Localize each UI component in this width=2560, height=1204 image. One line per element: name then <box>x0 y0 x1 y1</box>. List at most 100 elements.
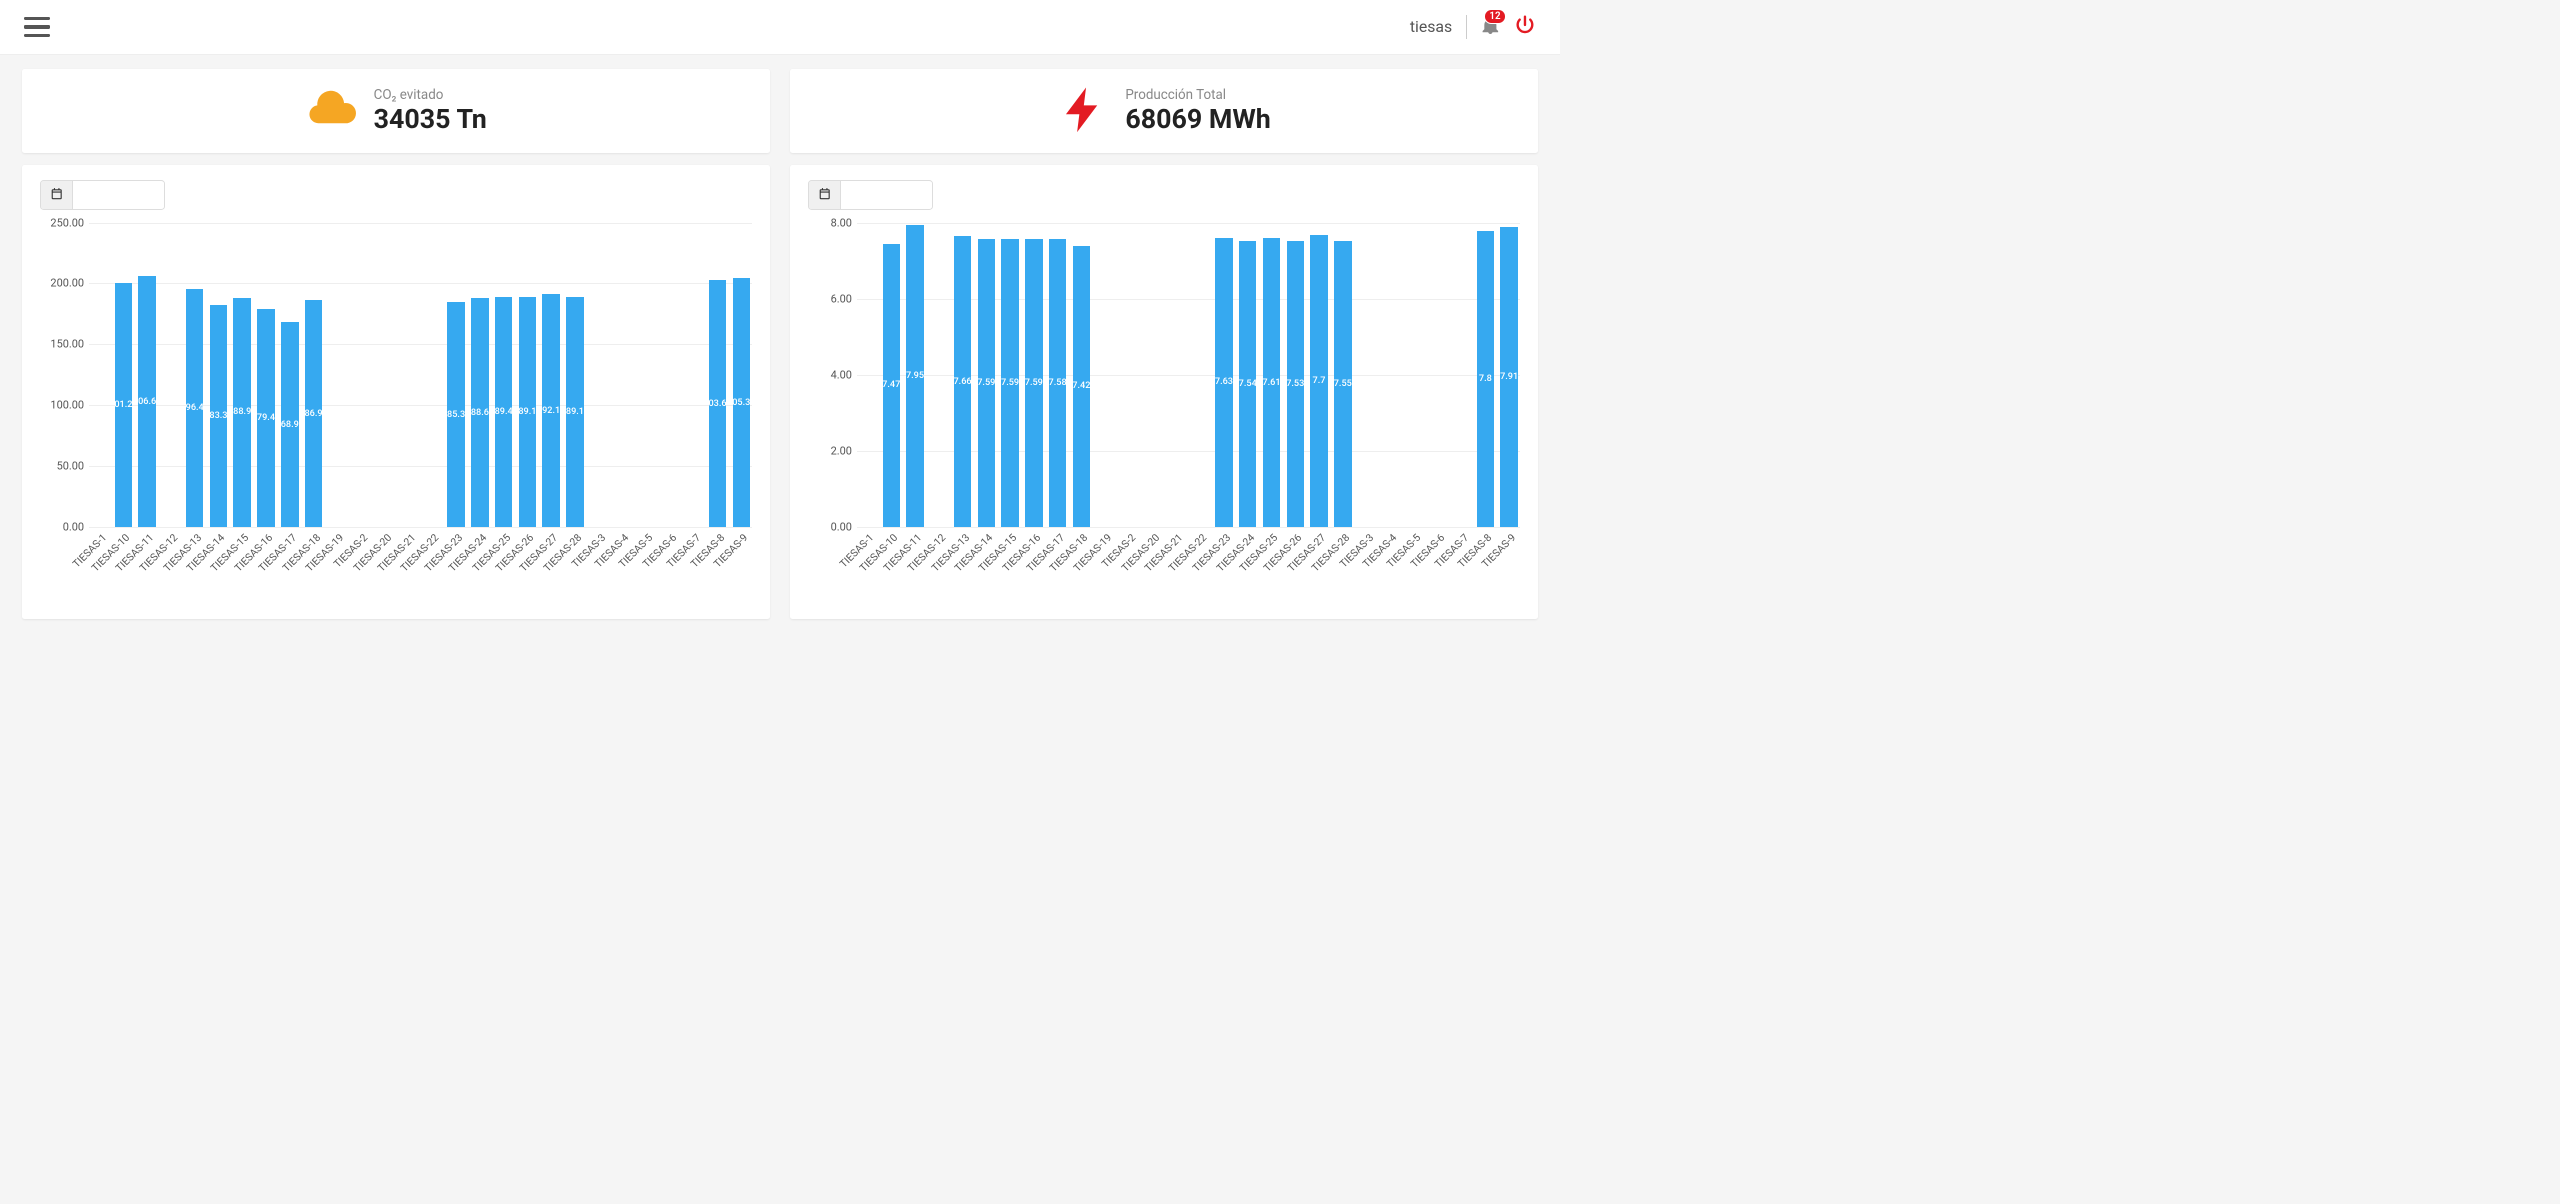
bar-slot <box>636 224 657 528</box>
bar[interactable]: 68.9 <box>281 322 298 527</box>
bar-slot: 7.59 <box>999 224 1020 528</box>
bar-slot: 85.3 <box>445 224 466 528</box>
bar-slot <box>612 224 633 528</box>
date-picker-left[interactable] <box>40 180 165 211</box>
header-actions: tiesas 12 <box>1410 14 1536 39</box>
bar[interactable]: 88.9 <box>233 298 250 527</box>
y-tick: 100.00 <box>50 399 84 412</box>
bar[interactable]: 7.95 <box>906 225 923 527</box>
bar-slot <box>683 224 704 528</box>
bar-value-label: 7.47 <box>882 380 900 390</box>
bar-slot <box>588 224 609 528</box>
bar[interactable]: 92.1 <box>542 294 559 527</box>
kpi-row: CO₂ evitado 34035 Tn Producción Total 68… <box>22 69 1538 152</box>
chart-card-left: 0.0050.00100.00150.00200.00250.0001.206.… <box>22 165 770 619</box>
bar[interactable]: 7.47 <box>883 244 900 528</box>
chart-card-right: 0.002.004.006.008.007.477.957.667.597.59… <box>790 165 1538 619</box>
bar-value-label: 7.42 <box>1072 381 1090 391</box>
header-divider <box>1466 15 1467 38</box>
bar[interactable]: 89.1 <box>566 297 583 527</box>
bar-slot <box>1403 224 1424 528</box>
bar-slot <box>1380 224 1401 528</box>
bar[interactable]: 85.3 <box>447 302 464 527</box>
bar-slot <box>1166 224 1187 528</box>
bar[interactable]: 7.7 <box>1310 235 1327 527</box>
bar[interactable]: 7.58 <box>1049 239 1066 527</box>
user-label[interactable]: tiesas <box>1410 17 1452 36</box>
bar-value-label: 7.95 <box>906 371 924 381</box>
bar[interactable]: 7.55 <box>1334 241 1351 528</box>
logout-button[interactable] <box>1514 14 1536 39</box>
bar[interactable]: 7.8 <box>1477 231 1494 527</box>
y-tick: 2.00 <box>831 445 852 458</box>
bar-slot <box>1094 224 1115 528</box>
bar-value-label: 7.91 <box>1500 372 1518 382</box>
bar[interactable]: 7.59 <box>1001 239 1018 527</box>
bar[interactable]: 86.9 <box>305 300 322 527</box>
bar[interactable]: 06.6 <box>138 276 155 527</box>
bar-slot: 01.2 <box>113 224 134 528</box>
bar-slot <box>1190 224 1211 528</box>
bar-value-label: 88.6 <box>471 408 489 418</box>
bar-slot: 7.58 <box>1047 224 1068 528</box>
bar-slot <box>659 224 680 528</box>
date-input-right[interactable] <box>841 182 932 208</box>
bar-slot: 03.6 <box>707 224 728 528</box>
bar[interactable]: 7.91 <box>1500 227 1517 527</box>
bar-value-label: 01.2 <box>114 400 132 410</box>
notifications-button[interactable]: 12 <box>1480 15 1501 39</box>
date-picker-right[interactable] <box>808 180 933 211</box>
bar[interactable]: 01.2 <box>115 283 132 527</box>
bar[interactable]: 7.66 <box>954 236 971 527</box>
bar-value-label: 7.59 <box>1025 378 1043 388</box>
bar[interactable]: 7.63 <box>1215 238 1232 528</box>
bar[interactable]: 05.3 <box>733 278 750 527</box>
bar-slot: 89.1 <box>564 224 585 528</box>
bar[interactable]: 7.42 <box>1073 246 1090 528</box>
bar[interactable]: 89.4 <box>495 297 512 527</box>
bar-slot: 7.7 <box>1308 224 1329 528</box>
bar-slot: 92.1 <box>541 224 562 528</box>
bar-slot: 7.95 <box>904 224 925 528</box>
bar-slot <box>89 224 110 528</box>
bell-icon <box>1480 28 1501 39</box>
bar-value-label: 85.3 <box>447 410 465 420</box>
bar[interactable]: 96.4 <box>186 289 203 528</box>
bar-slot: 7.63 <box>1213 224 1234 528</box>
bar-slot: 7.59 <box>1023 224 1044 528</box>
bar[interactable]: 83.3 <box>210 305 227 528</box>
kpi-co2-label: CO₂ evitado <box>374 88 487 103</box>
bar[interactable]: 7.53 <box>1287 241 1304 527</box>
bar-slot <box>422 224 443 528</box>
bar-value-label: 89.1 <box>518 407 536 417</box>
bar[interactable]: 89.1 <box>519 297 536 527</box>
bar[interactable]: 7.54 <box>1239 241 1256 527</box>
bar-value-label: 92.1 <box>542 406 560 416</box>
bar[interactable]: 79.4 <box>257 309 274 527</box>
cloud-icon <box>305 83 359 140</box>
bar-slot: 7.66 <box>952 224 973 528</box>
bar-value-label: 7.58 <box>1049 378 1067 388</box>
date-input-left[interactable] <box>73 182 164 208</box>
bar-value-label: 03.6 <box>708 399 726 409</box>
bar-value-label: 7.59 <box>1001 378 1019 388</box>
bar-value-label: 89.4 <box>495 407 513 417</box>
bar[interactable]: 7.59 <box>1025 239 1042 527</box>
bar[interactable]: 03.6 <box>709 280 726 527</box>
bar-value-label: 68.9 <box>281 420 299 430</box>
menu-toggle-button[interactable] <box>24 17 50 38</box>
bar-slot <box>350 224 371 528</box>
bar[interactable]: 7.59 <box>978 239 995 527</box>
bar-value-label: 06.6 <box>138 397 156 407</box>
bar-slot: 7.59 <box>976 224 997 528</box>
kpi-production-value: 68069 MWh <box>1125 103 1270 135</box>
bar-value-label: 7.8 <box>1479 374 1492 384</box>
bar-slot: 7.54 <box>1237 224 1258 528</box>
y-tick: 150.00 <box>50 338 84 351</box>
bar[interactable]: 88.6 <box>471 298 488 527</box>
bar[interactable]: 7.61 <box>1263 238 1280 527</box>
calendar-icon <box>41 181 72 210</box>
bar-value-label: 88.9 <box>233 407 251 417</box>
y-tick: 250.00 <box>50 216 84 229</box>
kpi-co2-value: 34035 Tn <box>374 103 487 135</box>
